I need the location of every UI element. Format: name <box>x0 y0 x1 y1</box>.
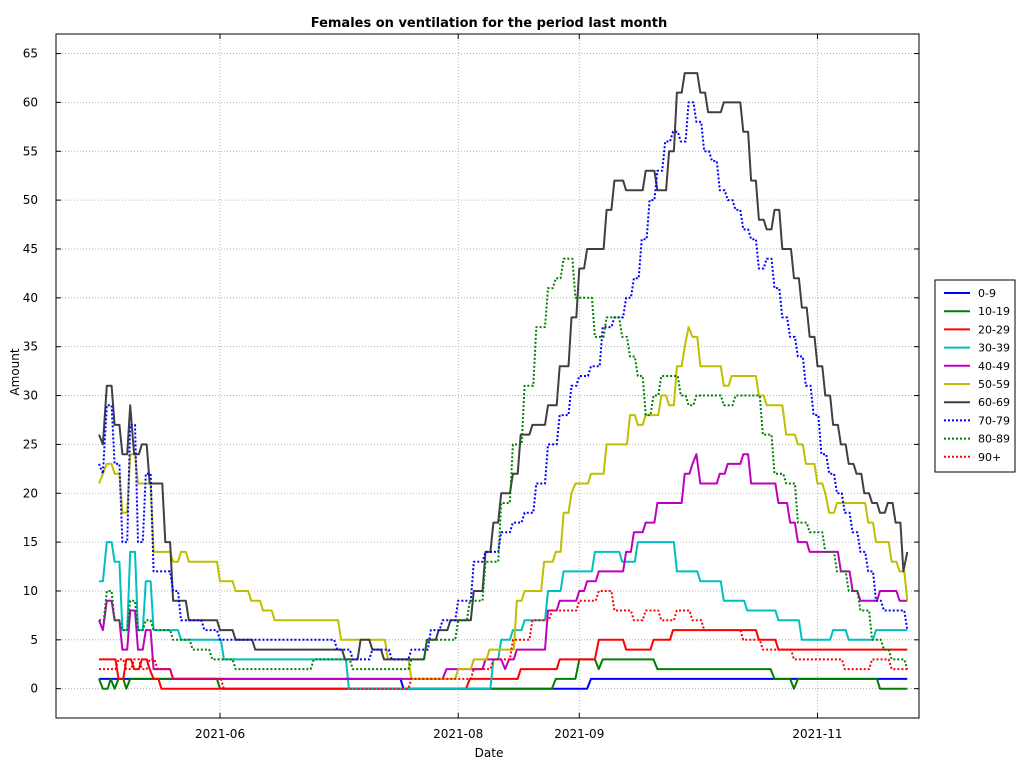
legend-label: 60-69 <box>978 396 1010 409</box>
chart-title: Females on ventilation for the period la… <box>311 16 668 31</box>
series-line-60-69 <box>98 72 909 661</box>
series-line-20-29 <box>99 629 908 690</box>
y-tick-label: 30 <box>23 389 38 403</box>
axis-ticks: 0 5 10 15 20 25 30 35 40 45 50 55 60 65 2021-06 2021-08… <box>23 34 919 741</box>
series-lines <box>98 72 909 690</box>
y-tick-label: 35 <box>23 340 38 354</box>
legend-label: 0-9 <box>978 287 996 300</box>
y-tick-label: 25 <box>23 437 38 451</box>
legend-label: 10-19 <box>978 305 1010 318</box>
legend-label: 40-49 <box>978 360 1010 373</box>
x-tick-label: 2021-11 <box>792 727 842 741</box>
y-tick-label: 50 <box>23 193 38 207</box>
x-axis-label: Date <box>475 746 504 760</box>
y-tick-label: 10 <box>23 584 38 598</box>
series-line-30-39 <box>99 541 908 690</box>
legend-label: 30-39 <box>978 342 1010 355</box>
series-line-40-49 <box>98 453 908 680</box>
y-axis-label: Amount <box>8 348 22 395</box>
legend-label: 20-29 <box>978 323 1010 336</box>
series-line-90+ <box>99 590 908 690</box>
legend-label: 90+ <box>978 451 1001 464</box>
plot-frame <box>55 33 920 719</box>
series-line-50-59 <box>98 326 909 680</box>
x-tick-label: 2021-08 <box>433 727 483 741</box>
y-tick-label: 45 <box>23 242 38 256</box>
legend-label: 70-79 <box>978 414 1010 427</box>
x-tick-label: 2021-09 <box>554 727 604 741</box>
y-tick-label: 0 <box>30 682 38 696</box>
y-tick-label: 60 <box>23 95 38 109</box>
y-tick-label: 20 <box>23 486 38 500</box>
legend: 0-9 10-19 20-29 30-39 40-49 50-59 60-69 70-79 80… <box>934 279 1016 473</box>
y-tick-label: 40 <box>23 291 38 305</box>
y-tick-label: 55 <box>23 144 38 158</box>
y-tick-label: 5 <box>30 633 38 647</box>
legend-label: 80-89 <box>978 433 1010 446</box>
x-tick-label: 2021-06 <box>195 727 245 741</box>
legend-label: 50-59 <box>978 378 1010 391</box>
series-line-80-89 <box>99 257 909 671</box>
y-tick-label: 65 <box>23 47 38 61</box>
y-tick-label: 15 <box>23 535 38 549</box>
